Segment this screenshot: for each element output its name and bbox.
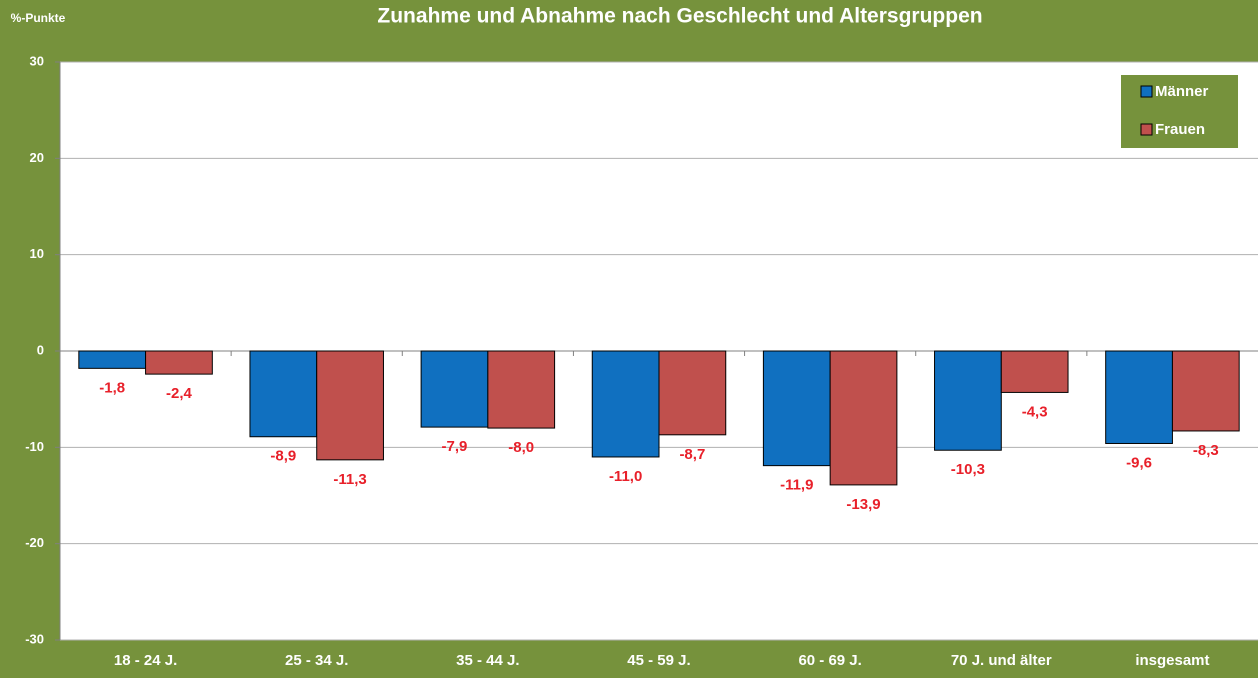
data-label: -13,9: [846, 496, 880, 513]
bar: [591, 350, 660, 458]
y-tick-label: 30: [30, 53, 44, 68]
data-label: -11,0: [609, 468, 642, 485]
data-label: -2,4: [166, 385, 193, 402]
data-label: -1,8: [99, 379, 125, 396]
x-tick-label: 18 - 24 J.: [114, 652, 177, 669]
bar: [145, 350, 213, 375]
data-label: -8,9: [270, 448, 296, 465]
data-label: -8,0: [508, 439, 534, 456]
y-tick-label: 0: [37, 342, 44, 357]
data-label: -8,7: [679, 446, 705, 463]
legend-swatch: [1140, 123, 1153, 136]
data-label: -9,6: [1126, 454, 1152, 471]
bar: [762, 350, 831, 467]
y-tick-label: -10: [25, 439, 44, 454]
y-tick-label: 10: [30, 246, 44, 261]
bar: [1171, 350, 1240, 432]
bar: [1105, 350, 1173, 444]
x-tick-label: 70 J. und älter: [951, 652, 1052, 669]
bar: [658, 350, 727, 436]
y-tick-label: -20: [25, 535, 44, 550]
data-label: -4,3: [1022, 403, 1048, 420]
x-tick-label: insgesamt: [1135, 652, 1209, 669]
x-tick-label: 35 - 44 J.: [456, 652, 519, 669]
data-label: -11,3: [333, 471, 366, 488]
legend-label: Männer: [1155, 83, 1209, 100]
y-tick-label: -30: [25, 631, 44, 646]
bar: [487, 350, 556, 429]
bar: [420, 350, 489, 428]
bar: [934, 350, 1002, 451]
y-axis-label: %-Punkte: [11, 11, 66, 25]
data-label: -7,9: [442, 438, 468, 455]
x-tick-label: 25 - 34 J.: [285, 652, 348, 669]
bar: [249, 350, 318, 438]
y-tick-label: 20: [30, 150, 44, 165]
legend-label: Frauen: [1155, 121, 1205, 138]
chart-title: Zunahme und Abnahme nach Geschlecht und …: [377, 5, 982, 28]
data-label: -8,3: [1193, 442, 1219, 459]
bar: [78, 350, 147, 369]
bar: [1000, 350, 1069, 393]
x-tick-label: 45 - 59 J.: [627, 652, 690, 669]
bar: [829, 350, 898, 486]
bar: [316, 350, 384, 461]
data-label: -10,3: [951, 461, 985, 478]
x-tick-label: 60 - 69 J.: [798, 652, 861, 669]
data-label: -11,9: [780, 477, 813, 494]
legend-swatch: [1140, 85, 1153, 98]
